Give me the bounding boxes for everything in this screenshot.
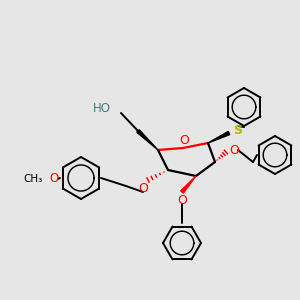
Text: O: O — [50, 172, 58, 185]
Text: O: O — [229, 143, 239, 157]
Text: CH₃: CH₃ — [24, 174, 43, 184]
Text: O: O — [177, 194, 187, 206]
Polygon shape — [208, 131, 230, 143]
Text: O: O — [179, 134, 189, 148]
Text: S: S — [233, 124, 242, 137]
Text: O: O — [138, 182, 148, 194]
Polygon shape — [181, 176, 196, 193]
Polygon shape — [137, 130, 158, 150]
Text: HO: HO — [93, 103, 111, 116]
